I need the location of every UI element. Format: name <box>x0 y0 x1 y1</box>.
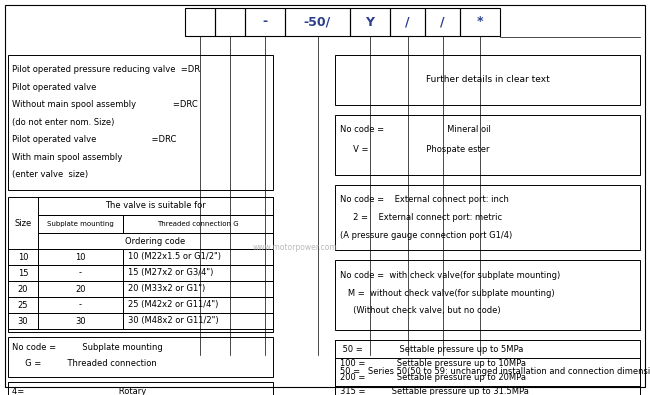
Text: Without main spool assembly              =DRC: Without main spool assembly =DRC <box>12 100 198 109</box>
Bar <box>350 8 390 36</box>
Text: G =          Threaded connection: G = Threaded connection <box>12 359 157 367</box>
Bar <box>8 265 38 281</box>
Text: Subplate mounting: Subplate mounting <box>47 221 114 227</box>
Bar <box>335 340 640 395</box>
Bar <box>185 8 215 36</box>
Bar <box>123 215 273 233</box>
Text: V =                      Phospate ester: V = Phospate ester <box>340 145 489 154</box>
Text: 2 =    External connect port: metric: 2 = External connect port: metric <box>340 213 502 222</box>
Bar <box>38 265 123 281</box>
Bar <box>8 337 273 377</box>
Text: 15 (M27x2 or G3/4"): 15 (M27x2 or G3/4") <box>128 269 213 278</box>
Bar <box>38 297 123 313</box>
Text: 15: 15 <box>18 269 28 278</box>
Text: Further details in clear text: Further details in clear text <box>426 75 549 85</box>
Text: (A pressure gauge connection port G1/4): (A pressure gauge connection port G1/4) <box>340 231 512 239</box>
Bar <box>8 281 38 297</box>
Bar <box>335 185 640 250</box>
Text: No code =  with check valve(for subplate mounting): No code = with check valve(for subplate … <box>340 271 560 280</box>
Text: www.motorpower.com: www.motorpower.com <box>253 243 337 252</box>
Bar <box>215 8 245 36</box>
Bar <box>38 281 123 297</box>
Bar <box>123 297 273 313</box>
Bar <box>8 197 273 332</box>
Text: -: - <box>79 301 82 310</box>
Text: /: / <box>440 15 445 28</box>
Text: 20: 20 <box>18 284 28 293</box>
Text: No code =    External connect port: inch: No code = External connect port: inch <box>340 194 509 203</box>
Bar <box>38 313 123 329</box>
Text: With main spool assembly: With main spool assembly <box>12 153 122 162</box>
Text: /: / <box>405 15 410 28</box>
Text: 50 =              Settable pressure up to 5MPa: 50 = Settable pressure up to 5MPa <box>340 346 523 354</box>
Text: The valve is suitable for: The valve is suitable for <box>105 201 206 211</box>
Text: 20: 20 <box>75 284 86 293</box>
Bar <box>123 265 273 281</box>
Text: (enter valve  size): (enter valve size) <box>12 170 88 179</box>
Bar <box>38 249 123 265</box>
Bar <box>425 8 460 36</box>
Bar <box>335 260 640 330</box>
Text: 30 (M48x2 or G11/2"): 30 (M48x2 or G11/2") <box>128 316 218 325</box>
Text: 25: 25 <box>18 301 28 310</box>
Bar <box>285 8 350 36</box>
Bar <box>8 313 38 329</box>
Text: 30: 30 <box>75 316 86 325</box>
Bar <box>123 249 273 265</box>
Bar <box>8 249 38 265</box>
Bar <box>38 197 273 215</box>
Bar <box>245 8 285 36</box>
Bar <box>335 358 640 386</box>
Text: -: - <box>79 269 82 278</box>
Bar <box>460 8 500 36</box>
Bar <box>8 55 273 190</box>
Text: 10: 10 <box>18 252 28 261</box>
Bar <box>38 215 123 233</box>
Bar <box>8 382 273 395</box>
Text: Y: Y <box>365 15 374 28</box>
Text: M =  without check valve(for subplate mounting): M = without check valve(for subplate mou… <box>340 288 554 297</box>
Text: No code =                        Mineral oil: No code = Mineral oil <box>340 124 491 134</box>
Text: 200 =            Settable pressure up to 20MPa: 200 = Settable pressure up to 20MPa <box>340 374 526 382</box>
Text: 10: 10 <box>75 252 86 261</box>
Text: 4=                                    Rotary: 4= Rotary <box>12 387 146 395</box>
Text: Ordering code: Ordering code <box>125 237 186 246</box>
Bar <box>390 8 425 36</box>
Text: Pilot operated valve                     =DRC: Pilot operated valve =DRC <box>12 135 176 144</box>
Text: (Without check valve, but no code): (Without check valve, but no code) <box>340 307 500 316</box>
Text: 50 =   Series 50(50 to 59: unchanged installation and connection dimensions): 50 = Series 50(50 to 59: unchanged insta… <box>340 367 650 376</box>
Text: 100 =            Settable pressure up to 10MPa: 100 = Settable pressure up to 10MPa <box>340 359 526 369</box>
Text: 30: 30 <box>18 316 29 325</box>
Text: -: - <box>263 15 268 28</box>
Bar <box>335 115 640 175</box>
Bar <box>123 281 273 297</box>
Text: Pilot operated valve: Pilot operated valve <box>12 83 96 92</box>
Bar <box>335 55 640 105</box>
Text: *: * <box>476 15 483 28</box>
Text: -50/: -50/ <box>304 15 331 28</box>
Bar <box>38 233 273 249</box>
Text: 25 (M42x2 or G11/4"): 25 (M42x2 or G11/4") <box>128 301 218 310</box>
Text: 315 =          Settable pressure up to 31.5MPa: 315 = Settable pressure up to 31.5MPa <box>340 387 529 395</box>
Text: Pilot operated pressure reducing valve  =DR: Pilot operated pressure reducing valve =… <box>12 65 200 74</box>
Bar <box>8 297 38 313</box>
Text: Size: Size <box>14 220 32 228</box>
Text: (do not enter nom. Size): (do not enter nom. Size) <box>12 118 114 127</box>
Text: No code =          Subplate mounting: No code = Subplate mounting <box>12 342 162 352</box>
Text: Threaded connection G: Threaded connection G <box>157 221 239 227</box>
Text: 20 (M33x2 or G1"): 20 (M33x2 or G1") <box>128 284 205 293</box>
Text: 10 (M22x1.5 or G1/2"): 10 (M22x1.5 or G1/2") <box>128 252 221 261</box>
Bar <box>123 313 273 329</box>
